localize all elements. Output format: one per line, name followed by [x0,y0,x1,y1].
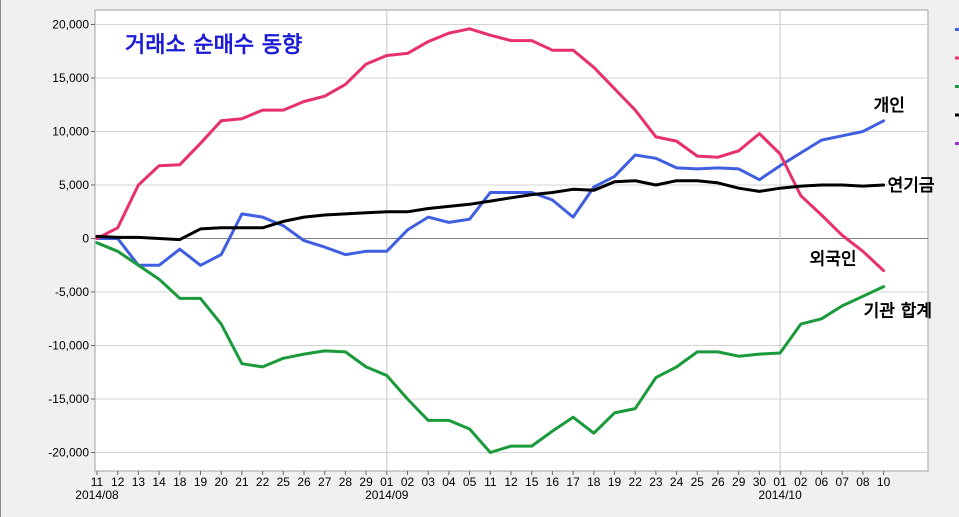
annotation-label: 외국인 [810,250,857,270]
x-month-label: 2014/08 [75,488,119,502]
x-tick-label: 15 [525,475,539,489]
legend-marker [955,142,959,145]
x-tick-label: 12 [504,475,518,489]
annotation-label: 기관 합계 [864,301,932,322]
x-tick-label: 24 [670,475,684,489]
y-tick-label: 0 [82,232,89,246]
y-tick-label: -15,000 [48,392,89,406]
y-tick-label: -10,000 [48,339,89,353]
x-tick-label: 10 [877,475,891,489]
x-tick-label: 26 [297,475,311,489]
x-tick-label: 13 [132,475,146,489]
series-line-3 [95,179,886,242]
x-tick-label: 01 [380,475,394,489]
x-tick-label: 27 [318,475,332,489]
x-tick-label: 21 [235,475,249,489]
x-tick-label: 18 [173,475,187,489]
x-tick-label: 03 [422,475,436,489]
x-tick-label: 22 [629,475,643,489]
x-tick-label: 29 [732,475,746,489]
annotation-label: 연기금 [888,176,935,196]
series-line-0 [95,119,886,267]
x-tick-label: 02 [794,475,808,489]
y-tick-label: 10,000 [52,125,89,139]
legend-marker [955,113,959,117]
x-tick-label: 17 [566,475,580,489]
y-tick-label: 15,000 [52,71,89,85]
x-month-label: 2014/10 [758,488,802,502]
x-tick-label: 02 [401,475,415,489]
x-tick-label: 12 [111,475,125,489]
y-tick-label: 20,000 [52,18,89,32]
y-tick-label: -5,000 [55,285,89,299]
x-tick-label: 29 [359,475,373,489]
x-tick-label: 19 [194,475,208,489]
x-tick-label: 01 [773,475,787,489]
x-tick-label: 06 [815,475,829,489]
legend-marker [955,56,959,60]
x-tick-label: 05 [463,475,477,489]
x-tick-label: 16 [546,475,560,489]
legend-marker [955,28,959,31]
x-tick-label: 22 [256,475,270,489]
gridlines [95,10,928,471]
x-tick-label: 25 [277,475,291,489]
plot-area [94,9,929,472]
x-tick-label: 14 [152,475,166,489]
series-lines [95,27,886,454]
x-tick-label: 11 [91,475,104,489]
x-tick-label: 19 [608,475,622,489]
series-line-2 [95,241,886,454]
series-line-1 [95,27,886,273]
chart-title: 거래소 순매수 동향 [125,33,302,58]
x-tick-label: 25 [691,475,705,489]
x-tick-label: 26 [711,475,725,489]
y-tick-label: 5,000 [59,178,89,192]
x-tick-label: 04 [442,475,456,489]
x-month-label: 2014/09 [365,488,409,502]
legend [955,28,959,145]
x-tick-label: 23 [649,475,663,489]
x-tick-label: 18 [587,475,601,489]
x-tick-label: 07 [836,475,850,489]
x-tick-label: 08 [856,475,870,489]
x-tick-label: 20 [215,475,229,489]
annotation-label: 개인 [874,96,905,116]
x-tick-label: 28 [339,475,353,489]
x-tick-label: 30 [753,475,767,489]
axes: 20,000 15,000 10,000 5,000 0 -5,000 -10,000 -15… [48,18,890,503]
x-tick-label: 11 [484,475,497,489]
y-tick-label: -20,000 [48,446,89,460]
legend-marker [955,85,959,88]
